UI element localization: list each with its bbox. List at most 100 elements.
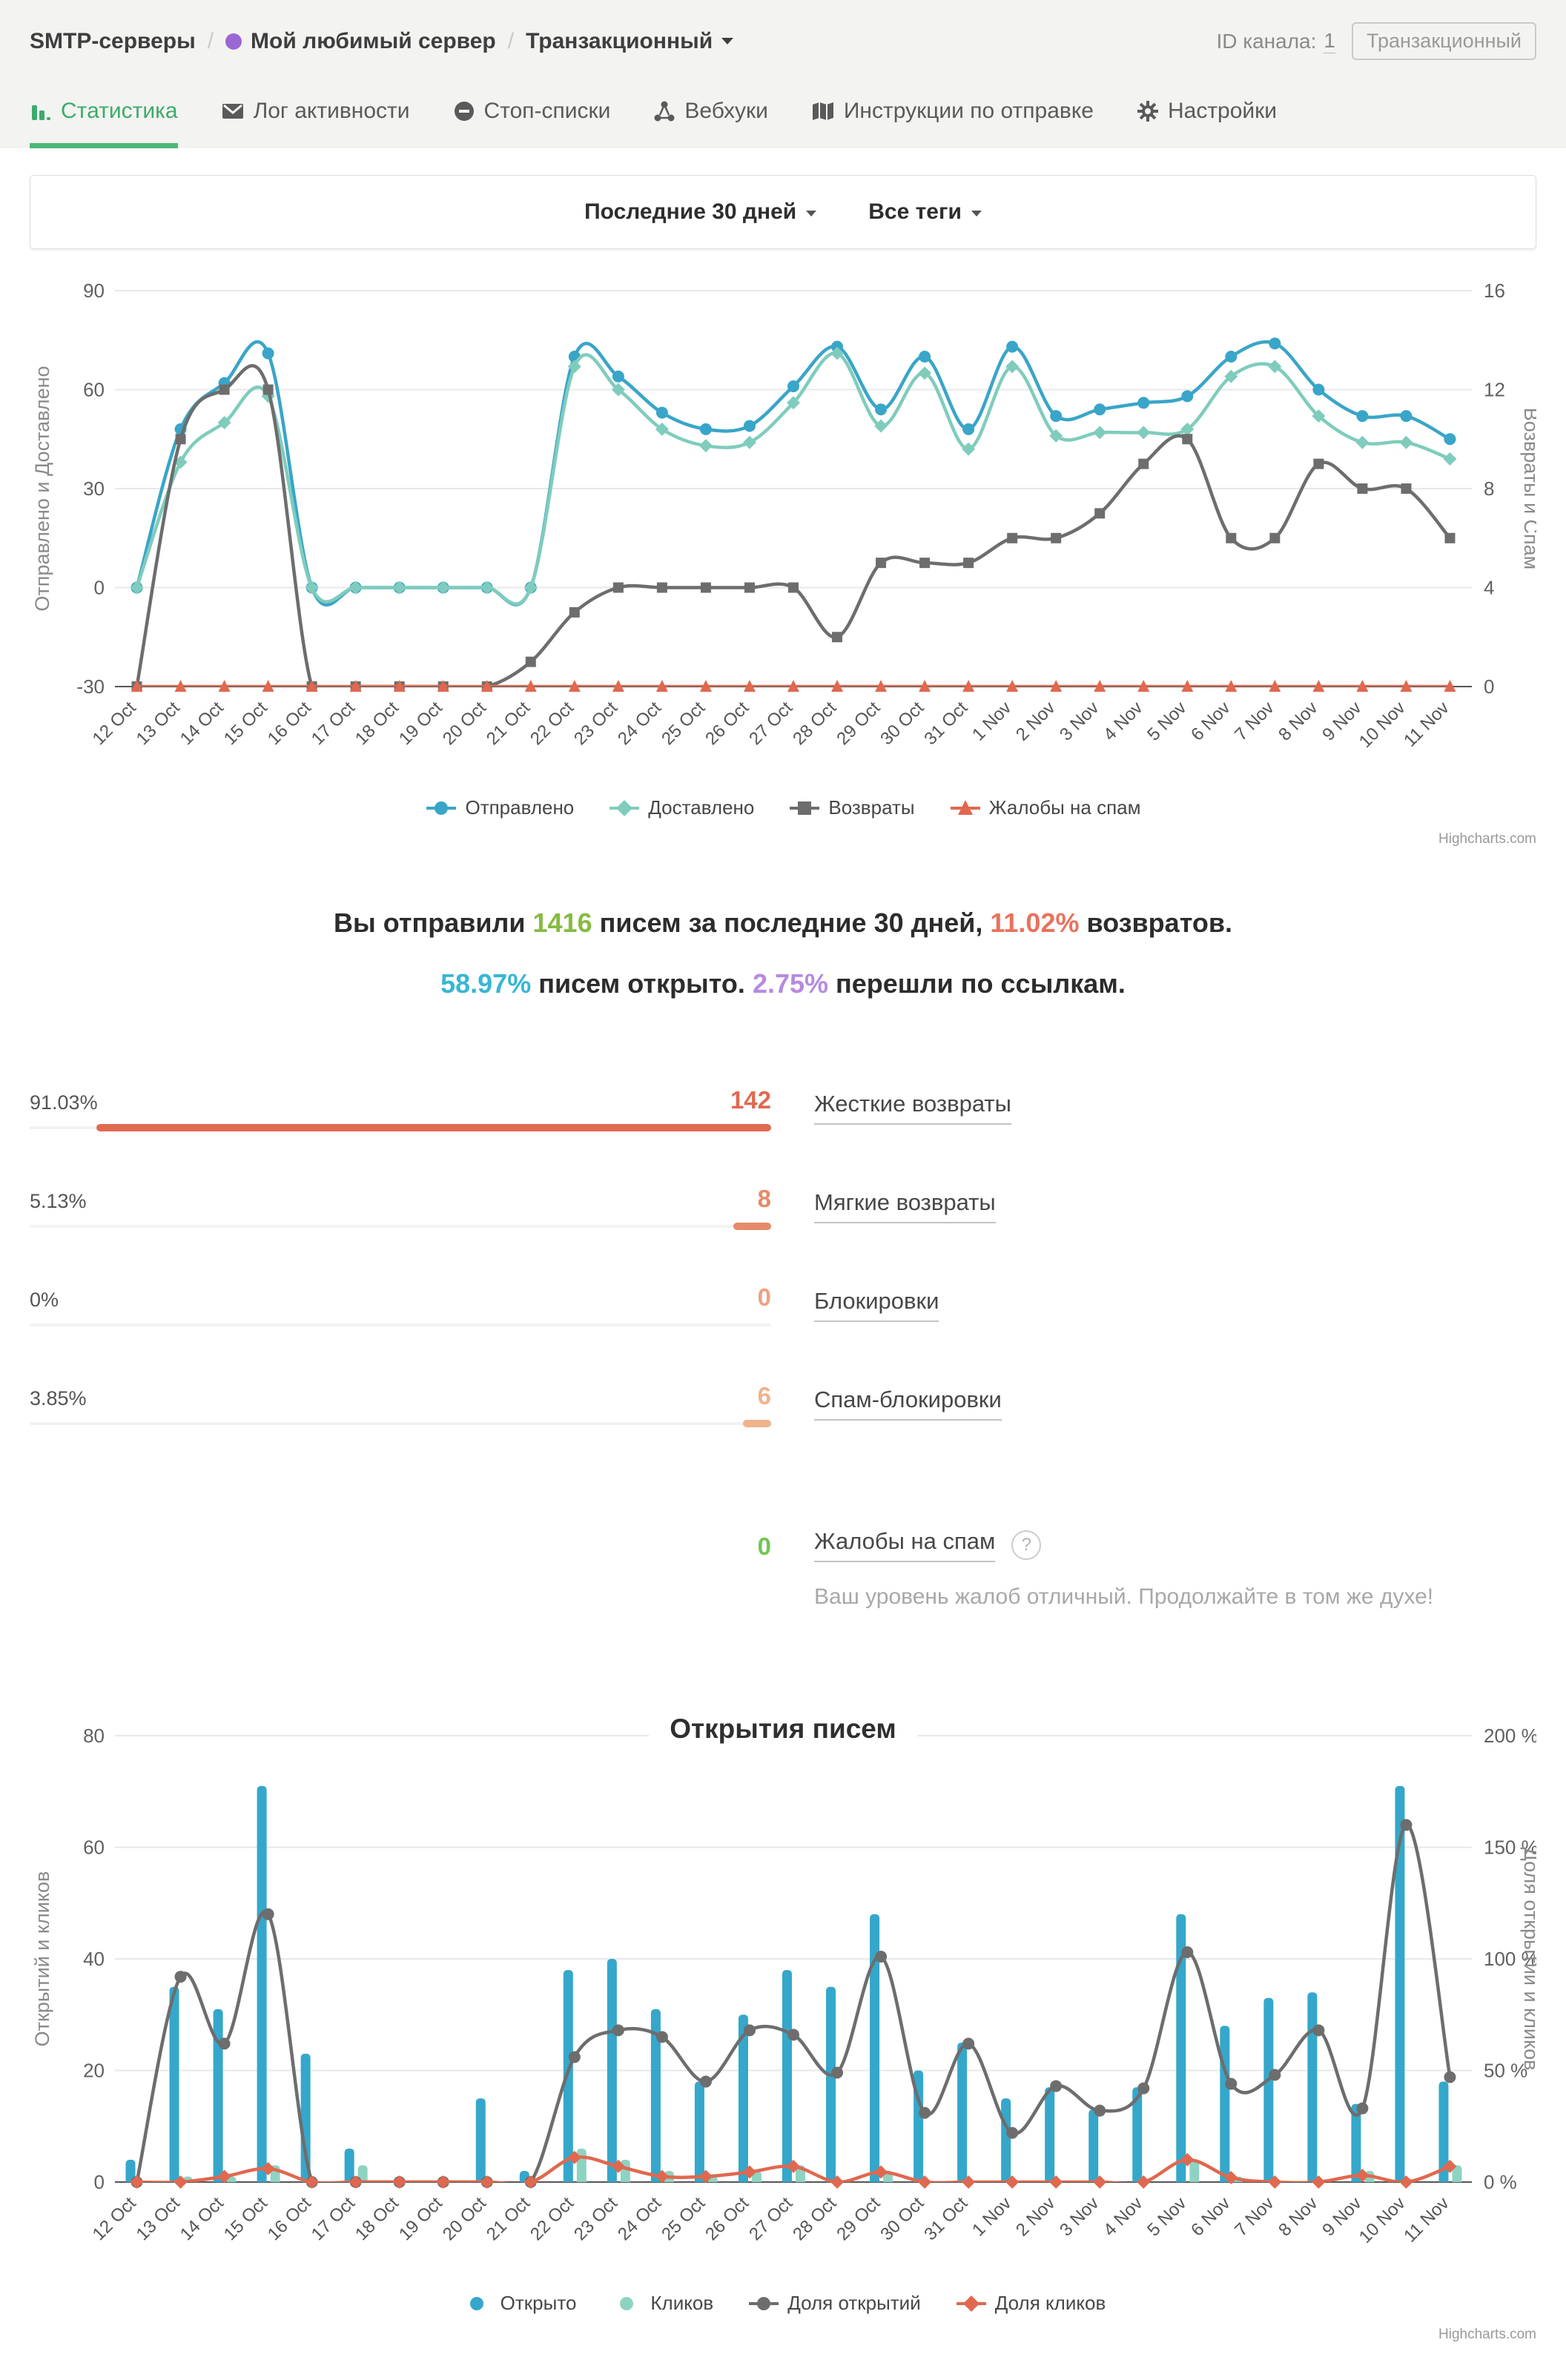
tab-stop-lists[interactable]: Стоп-списки	[453, 99, 610, 148]
spam-blocks-link[interactable]: Спам-блокировки	[814, 1386, 1002, 1421]
period-filter-dropdown[interactable]: Последние 30 дней	[584, 199, 817, 225]
complaints-count: 0	[757, 1533, 771, 1560]
svg-text:20: 20	[83, 2060, 105, 2082]
highcharts-credit[interactable]: Highcharts.com	[1438, 831, 1536, 847]
blocks-link[interactable]: Блокировки	[814, 1288, 939, 1322]
svg-text:19 Oct: 19 Oct	[395, 698, 446, 749]
summary-text: Вы отправили 1416 писем за последние 30 …	[30, 910, 1536, 997]
svg-text:23 Oct: 23 Oct	[570, 2193, 621, 2244]
stat-track	[30, 1223, 771, 1230]
legend-item-spam[interactable]: Жалобы на спам	[949, 796, 1141, 819]
tab-sending-instructions[interactable]: Инструкции по отправке	[811, 99, 1094, 148]
sent-delivered-chart: -30 0 0 4 30 8 60 12 90 16 Отправлено и Доставлено…	[31, 280, 1536, 752]
svg-text:22 Oct: 22 Oct	[526, 2193, 578, 2244]
tab-label: Вебхуки	[684, 99, 768, 123]
svg-text:5 Nov: 5 Nov	[1143, 2193, 1190, 2240]
svg-text:22 Oct: 22 Oct	[526, 698, 578, 749]
svg-text:17 Oct: 17 Oct	[308, 2193, 359, 2244]
svg-text:21 Oct: 21 Oct	[483, 698, 534, 749]
legend-label: Доля кликов	[994, 2292, 1106, 2314]
stat-track	[30, 1420, 771, 1427]
legend-label: Доставлено	[648, 796, 755, 819]
svg-text:4 Nov: 4 Nov	[1100, 698, 1146, 744]
spam-complaints-link[interactable]: Жалобы на спам	[814, 1528, 996, 1562]
legend-item-sent[interactable]: Отправлено	[425, 796, 574, 819]
svg-text:11 Nov: 11 Nov	[1400, 698, 1453, 751]
legend-item-bounces[interactable]: Возвраты	[788, 796, 915, 819]
svg-text:23 Oct: 23 Oct	[570, 698, 621, 749]
series-delivered-line	[130, 346, 1457, 606]
stat-count: 8	[757, 1185, 771, 1212]
stat-row: 5.13% 8	[30, 1185, 771, 1283]
svg-text:17 Oct: 17 Oct	[308, 698, 359, 749]
legend-marker-circle-icon	[469, 2296, 483, 2310]
breadcrumb-channel[interactable]: Транзакционный	[526, 28, 713, 53]
chevron-down-icon[interactable]	[721, 38, 734, 44]
period-filter-label: Последние 30 дней	[584, 199, 797, 224]
svg-text:25 Oct: 25 Oct	[658, 698, 709, 749]
svg-text:27 Oct: 27 Oct	[745, 698, 796, 749]
stat-row: 3.85% 6	[30, 1382, 771, 1481]
legend-item-open_rate[interactable]: Доля открытий	[747, 2292, 921, 2315]
svg-text:6 Nov: 6 Nov	[1187, 2193, 1234, 2240]
legend-item-clicks[interactable]: Кликов	[610, 2292, 713, 2315]
gear-icon	[1137, 101, 1158, 122]
spam-complaints-section: 0 Жалобы на спам ? Ваш уровень жалоб отл…	[30, 1528, 1536, 1610]
legend-item-delivered[interactable]: Доставлено	[608, 796, 754, 819]
map-icon	[812, 102, 833, 120]
tab-settings[interactable]: Настройки	[1137, 99, 1277, 148]
stop-icon	[454, 102, 474, 121]
breadcrumb-smtp-servers[interactable]: SMTP-серверы	[30, 28, 196, 53]
legend-label: Открыто	[500, 2292, 577, 2314]
svg-text:200 %: 200 %	[1484, 1725, 1536, 1747]
svg-text:40: 40	[83, 1948, 105, 1970]
tab-activity-log[interactable]: Лог активности	[221, 99, 410, 148]
svg-text:-30: -30	[76, 675, 105, 698]
stat-percent: 3.85%	[30, 1387, 87, 1409]
opens-chart-block: 0 0 % 20 50 % 40 100 % 60 150 % 80 200 % Открытий …	[30, 1684, 1536, 2343]
svg-text:11 Nov: 11 Nov	[1400, 2193, 1453, 2247]
svg-text:3 Nov: 3 Nov	[1056, 2193, 1103, 2240]
svg-text:29 Oct: 29 Oct	[833, 698, 884, 749]
summary-line1: возвратов.	[1079, 908, 1232, 938]
help-icon[interactable]: ?	[1011, 1530, 1042, 1560]
svg-text:13 Oct: 13 Oct	[133, 2193, 184, 2244]
svg-text:24 Oct: 24 Oct	[614, 2193, 665, 2244]
svg-text:4 Nov: 4 Nov	[1100, 2193, 1146, 2240]
legend-marker-diamond-icon	[956, 2295, 986, 2312]
tags-filter-dropdown[interactable]: Все теги	[868, 199, 982, 225]
main-content: Последние 30 дней Все теги -30 0 0 4 30 8 60 12…	[0, 175, 1566, 2380]
highcharts-credit[interactable]: Highcharts.com	[1438, 2327, 1536, 2342]
svg-text:0: 0	[94, 577, 105, 599]
stat-bar	[742, 1420, 771, 1427]
svg-text:2 Nov: 2 Nov	[1012, 698, 1059, 744]
svg-text:14 Oct: 14 Oct	[176, 698, 228, 749]
legend-item-click_rate[interactable]: Доля кликов	[955, 2292, 1106, 2315]
svg-text:26 Oct: 26 Oct	[701, 698, 753, 749]
stat-count: 0	[757, 1283, 771, 1311]
svg-text:50 %: 50 %	[1484, 2060, 1527, 2082]
chevron-down-icon	[806, 211, 817, 216]
tab-webhooks[interactable]: Вебхуки	[653, 99, 768, 148]
legend-item-opens[interactable]: Открыто	[460, 2292, 577, 2315]
stat-percent: 5.13%	[30, 1190, 87, 1212]
summary-open-rate: 58.97%	[440, 968, 532, 999]
svg-text:60: 60	[83, 379, 105, 401]
stat-row: 0% 0	[30, 1283, 771, 1382]
series-bounces-line	[131, 364, 1456, 692]
series-spam-line	[130, 680, 1456, 692]
soft-bounces-link[interactable]: Мягкие возвраты	[814, 1189, 996, 1223]
tab-statistics[interactable]: Статистика	[30, 99, 178, 148]
svg-text:Доля открытий и кликов: Доля открытий и кликов	[1520, 1848, 1536, 2071]
channel-type-badge: Транзакционный	[1352, 22, 1536, 60]
legend-label: Жалобы на спам	[988, 796, 1141, 819]
chart2-title: Открытия писем	[649, 1713, 917, 1745]
legend-marker-diamond-icon	[609, 799, 640, 816]
filter-bar: Последние 30 дней Все теги	[30, 175, 1536, 249]
breadcrumb-server-name[interactable]: Мой любимый сервер	[251, 28, 496, 53]
hard-bounces-link[interactable]: Жесткие возвраты	[814, 1091, 1011, 1125]
svg-text:20 Oct: 20 Oct	[439, 698, 490, 749]
channel-id-value[interactable]: 1	[1324, 29, 1335, 53]
stat-track	[30, 1124, 771, 1131]
svg-text:12: 12	[1484, 379, 1505, 401]
